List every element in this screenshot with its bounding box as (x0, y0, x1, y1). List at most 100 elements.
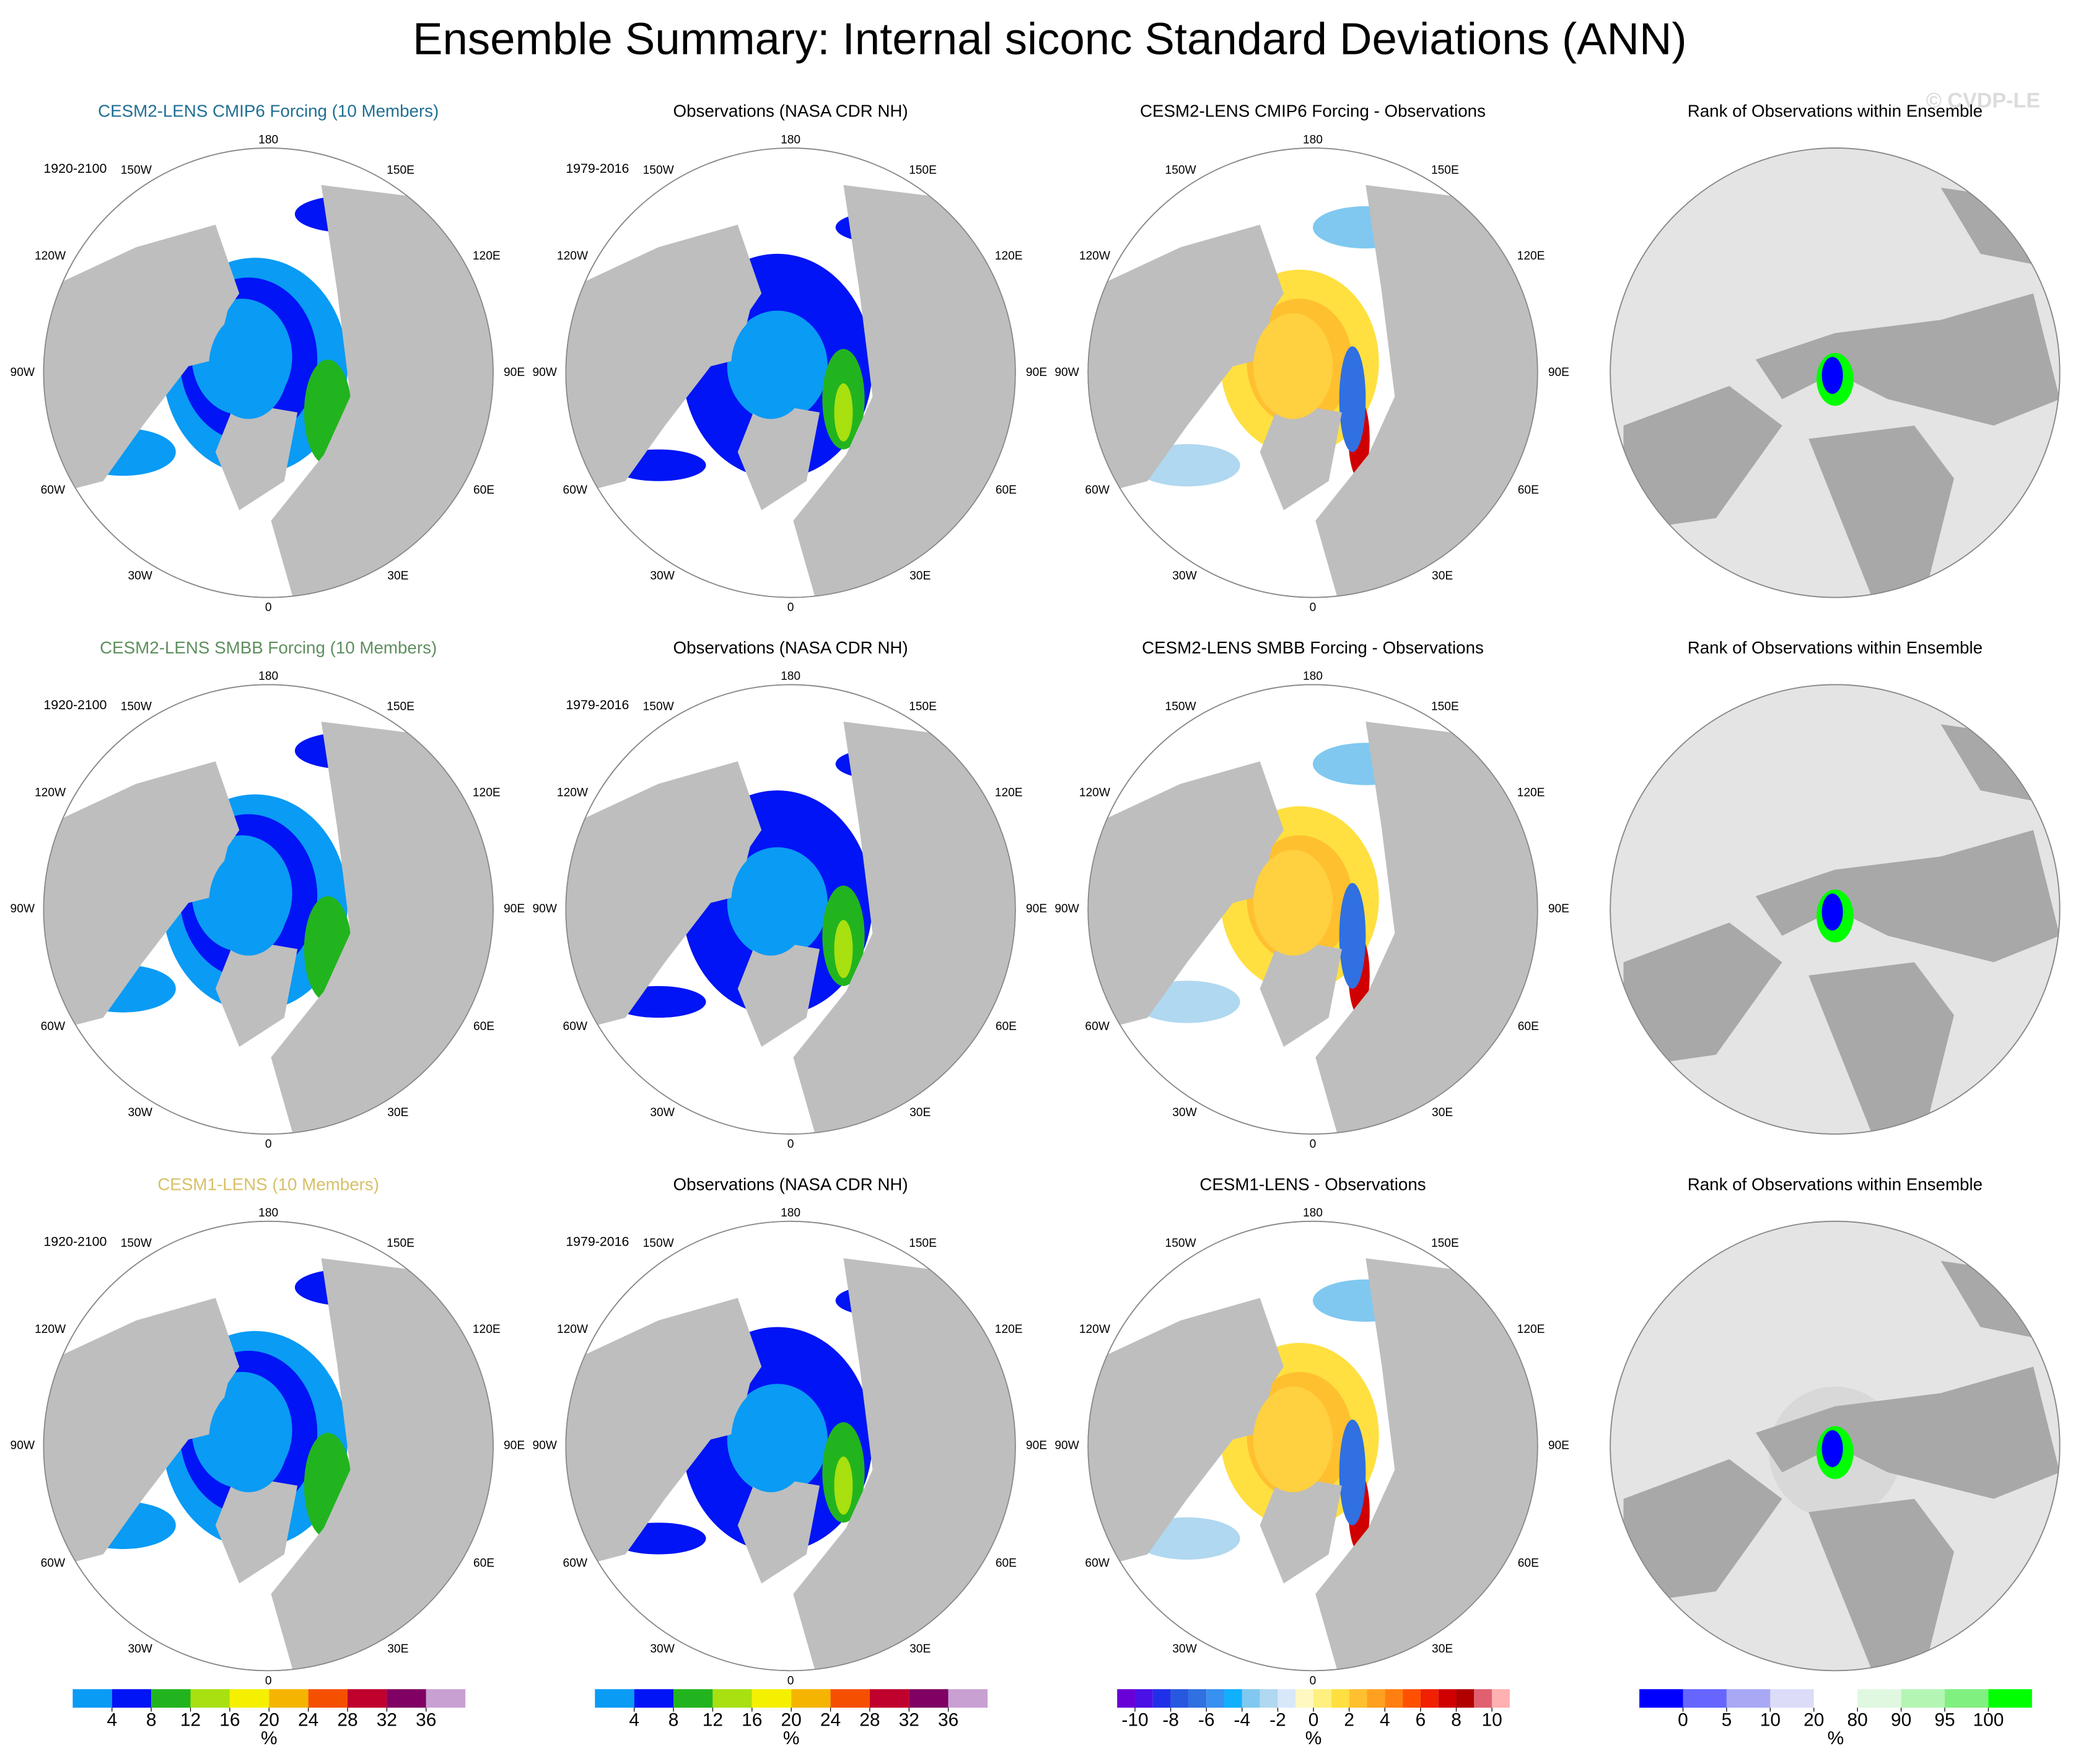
period-label: 1920-2100 (43, 697, 107, 712)
longitude-label: 30W (650, 1106, 675, 1119)
longitude-label: 120W (557, 1323, 589, 1336)
colorbar-tick-label: 28 (859, 1709, 880, 1730)
map-border (1610, 147, 2061, 598)
colorbar-tick-label: 20 (1803, 1709, 1824, 1730)
colorbar-tick-label: 4 (629, 1709, 639, 1730)
longitude-label: 150E (387, 701, 414, 714)
longitude-label: 120E (473, 786, 501, 799)
land (737, 938, 820, 1047)
longitude-label: 60E (996, 1557, 1017, 1570)
map-border (1087, 147, 1538, 598)
colorbar-box (869, 1689, 909, 1708)
sea-ice-field (834, 1456, 853, 1515)
land (1260, 938, 1342, 1047)
colorbar-tick-label: 16 (219, 1709, 240, 1730)
sea-ice-field (834, 920, 853, 979)
watermark: © CVDP-LE (1926, 89, 2040, 112)
land (566, 761, 762, 1035)
longitude-label: 150W (1165, 164, 1197, 177)
longitude-label: 120E (1517, 1323, 1545, 1336)
sea-ice-field (209, 313, 289, 419)
longitude-label: 90E (1026, 366, 1047, 379)
longitude-label: 120W (35, 250, 66, 263)
longitude-label: 60E (473, 1020, 494, 1033)
map-border (565, 684, 1016, 1135)
sea-ice-field (834, 383, 853, 442)
longitude-label: 60W (563, 1020, 588, 1033)
longitude-label: 90W (11, 902, 35, 915)
longitude-label: 90E (1026, 1439, 1047, 1452)
map-border (1610, 684, 2061, 1135)
colorbar-box (791, 1689, 831, 1708)
colorbar-tick-label: 16 (742, 1709, 762, 1730)
map-content (1088, 1258, 1538, 1671)
longitude-label: 180 (258, 670, 278, 683)
longitude-label: 30E (909, 570, 931, 583)
longitude-label: 30W (128, 1643, 152, 1656)
longitude-label: 90W (11, 1439, 35, 1452)
longitude-label: 120W (35, 1323, 66, 1336)
land (43, 761, 240, 1035)
land (1808, 962, 1954, 1134)
longitude-label: 60W (41, 1020, 66, 1033)
longitude-label: 60W (563, 484, 588, 497)
colorbar-box (1134, 1689, 1153, 1708)
colorbar-box (151, 1689, 191, 1708)
colorbar-box (1260, 1689, 1278, 1708)
map-border (1087, 684, 1538, 1135)
land (1260, 401, 1342, 510)
panel-title: CESM2-LENS CMIP6 Forcing (10 Members) (98, 102, 439, 121)
map-content (1623, 1260, 2060, 1671)
longitude-label: 30E (387, 1643, 408, 1656)
colorbar-box (348, 1689, 387, 1708)
land (1623, 922, 1782, 1068)
colorbar-box (948, 1689, 988, 1708)
longitude-label: 180 (258, 1207, 278, 1220)
panel-title: CESM2-LENS SMBB Forcing - Observations (1142, 638, 1484, 657)
longitude-label: 120E (473, 250, 501, 263)
longitude-label: 120E (1517, 786, 1545, 799)
panel-title: CESM2-LENS SMBB Forcing (10 Members) (100, 638, 437, 657)
land (737, 1475, 820, 1584)
colorbar-tick-label: 4 (107, 1709, 117, 1730)
colorbar-unit: % (783, 1728, 800, 1749)
colorbar-box (1683, 1689, 1727, 1708)
colorbar-box (426, 1689, 466, 1708)
rank-field (1821, 357, 1843, 394)
map-border (1087, 1220, 1538, 1672)
colorbar-box (673, 1689, 713, 1708)
colorbar-unit: % (1305, 1728, 1322, 1749)
map-border (565, 1220, 1016, 1672)
longitude-label: 30E (1432, 570, 1453, 583)
land (1623, 386, 1782, 531)
colorbar-box (1474, 1689, 1492, 1708)
colorbar-box (1492, 1689, 1510, 1708)
colorbar-box (1988, 1689, 2032, 1708)
sea-ice-field (731, 313, 811, 419)
land (1623, 1459, 1782, 1605)
colorbar-tick-label: 10 (1760, 1709, 1781, 1730)
colorbar-tick-label: 28 (337, 1709, 357, 1730)
longitude-label: 180 (781, 133, 800, 146)
colorbar-box (190, 1689, 230, 1708)
longitude-label: 30E (909, 1106, 931, 1119)
longitude-label: 60E (996, 484, 1017, 497)
longitude-label: 150W (1165, 701, 1197, 714)
land (1755, 1366, 2060, 1499)
map-panel (43, 684, 494, 1135)
colorbar-box (1385, 1689, 1403, 1708)
longitude-label: 60W (41, 484, 66, 497)
longitude-label: 90W (1054, 1439, 1079, 1452)
rank-field (1821, 1430, 1843, 1467)
colorbar-tick-label: 6 (1416, 1709, 1426, 1730)
land (1088, 761, 1284, 1035)
longitude-label: 0 (265, 1674, 272, 1687)
colorbar-tick-label: 0 (1678, 1709, 1688, 1730)
colorbar-tick-label: -4 (1234, 1709, 1251, 1730)
longitude-label: 150W (643, 164, 675, 177)
colorbar-box (1857, 1689, 1901, 1708)
colorbar-box (1313, 1689, 1331, 1708)
longitude-label: 120E (995, 786, 1023, 799)
colorbar-tick-label: 12 (180, 1709, 201, 1730)
